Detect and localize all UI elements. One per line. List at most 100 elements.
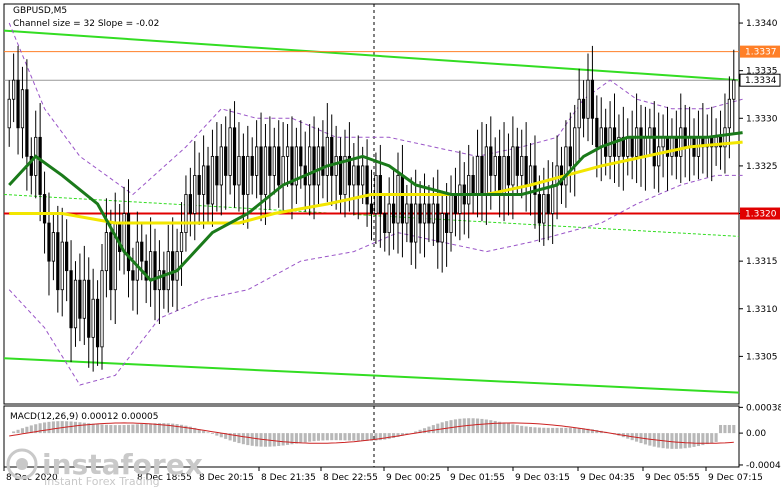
- watermark: instaforex Instant Forex Trading: [6, 448, 203, 488]
- candle: [215, 122, 219, 212]
- candle: [687, 106, 692, 182]
- candle-body: [255, 146, 259, 176]
- candle: [69, 240, 73, 363]
- candle-body: [484, 146, 488, 195]
- candle-body: [471, 175, 475, 195]
- candle-body: [263, 146, 268, 195]
- candle-body: [405, 203, 409, 224]
- candle: [303, 131, 307, 212]
- candle: [188, 167, 192, 237]
- candle: [122, 186, 126, 275]
- candle-body: [480, 155, 484, 195]
- macd-tick-label: 0.00038: [746, 403, 781, 413]
- candle-body: [630, 136, 634, 157]
- candle-body: [20, 89, 25, 129]
- candle-body: [665, 136, 670, 157]
- candle: [718, 110, 723, 170]
- candle: [193, 141, 197, 241]
- candle: [480, 122, 484, 222]
- candle: [502, 122, 506, 222]
- candle-body: [546, 194, 550, 214]
- candle-body: [634, 127, 639, 157]
- candle-body: [171, 251, 175, 281]
- regression-channel: [3, 29, 740, 394]
- candle-body: [104, 232, 109, 272]
- time-tick-label: 8 Dec 2020: [6, 473, 58, 483]
- candle: [418, 181, 422, 254]
- candle-body: [396, 175, 400, 224]
- candle: [515, 127, 519, 195]
- candle-body: [100, 270, 104, 348]
- candle: [144, 234, 148, 304]
- candle-body: [153, 251, 157, 291]
- candle-body: [391, 203, 396, 224]
- candle-body: [506, 155, 511, 186]
- candle: [630, 110, 634, 180]
- candle: [308, 124, 312, 216]
- candle: [542, 167, 546, 246]
- candle: [564, 120, 568, 208]
- time-tick-label: 8 Dec 20:15: [199, 473, 254, 483]
- price-panel-border: [3, 3, 740, 405]
- candle-body: [524, 155, 528, 186]
- candle-body: [175, 251, 179, 281]
- candle-body: [436, 203, 440, 243]
- candle: [100, 244, 104, 370]
- envelope-upper: [8, 22, 743, 196]
- candle-body: [12, 79, 16, 100]
- candle-body: [38, 136, 42, 195]
- candle-body: [475, 155, 480, 195]
- candle: [352, 143, 356, 216]
- price-axis: 1.3340 1.3335 1.3330 1.3325 1.3320 1.3315 1.33…: [739, 19, 781, 362]
- candle-body: [237, 155, 241, 186]
- candle: [56, 205, 60, 313]
- candle: [294, 127, 299, 204]
- candle: [135, 211, 139, 315]
- ma-slow-line: [9, 140, 743, 225]
- candle: [431, 177, 435, 246]
- time-axis: 8 Dec 2020 8 Dec 18:55 8 Dec 20:15 8 Dec 21…: [3, 467, 763, 483]
- candle: [590, 45, 595, 145]
- candle: [126, 179, 131, 298]
- candle-body: [498, 155, 502, 195]
- candle: [453, 167, 458, 237]
- candle-body: [444, 213, 449, 233]
- candle-body: [502, 155, 506, 195]
- current-price-badge-text: 1.3334: [745, 76, 777, 86]
- channel-upper-line: [3, 29, 740, 82]
- candle-body: [285, 146, 290, 157]
- candle-body: [338, 155, 343, 195]
- time-tick-label: 9 Dec 00:25: [386, 473, 441, 483]
- candle-body: [140, 241, 144, 262]
- candle-body: [210, 155, 215, 205]
- candle: [409, 177, 413, 265]
- candle-body: [193, 175, 197, 214]
- support-price-badge-text: 1.3320: [745, 210, 777, 220]
- candle-body: [674, 136, 678, 157]
- candle-body: [294, 146, 299, 186]
- instaforex-logo-icon: [6, 448, 38, 480]
- candle-body: [47, 222, 51, 262]
- watermark-tagline: Instant Forex Trading: [44, 475, 160, 488]
- candle-body: [321, 146, 325, 176]
- candle: [224, 116, 228, 210]
- macd-tick-label: -0.00047: [746, 461, 781, 471]
- candle: [378, 144, 382, 248]
- candle-body: [299, 146, 303, 167]
- candle: [551, 162, 555, 244]
- candle: [87, 257, 91, 368]
- time-tick-label: 8 Dec 21:35: [261, 473, 316, 483]
- candle: [34, 110, 38, 199]
- candle: [727, 76, 731, 159]
- candle-body: [334, 155, 338, 176]
- candle: [91, 268, 95, 372]
- candle-body: [7, 98, 11, 129]
- current-price-badge-box: [739, 73, 781, 87]
- candle-body: [281, 155, 285, 186]
- candle: [148, 217, 153, 307]
- candle: [612, 93, 617, 184]
- candle: [82, 245, 86, 345]
- time-tick-label: 9 Dec 01:55: [450, 473, 505, 483]
- candle-body: [568, 146, 572, 167]
- candle: [511, 116, 515, 220]
